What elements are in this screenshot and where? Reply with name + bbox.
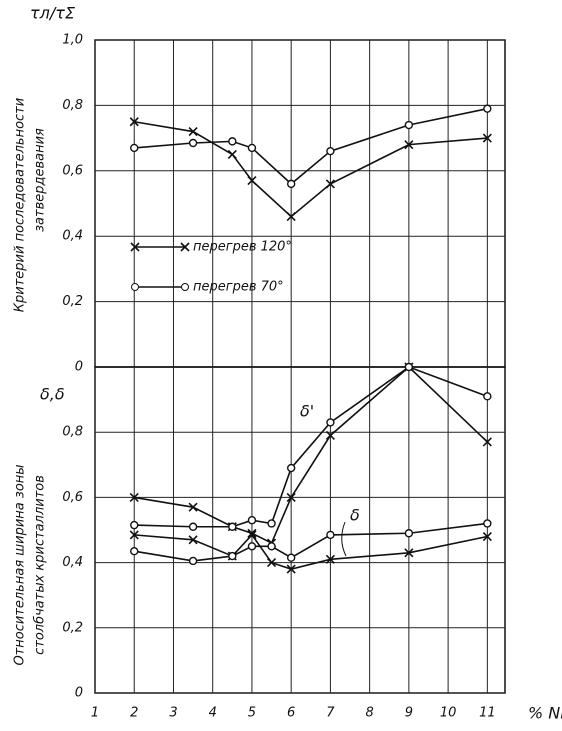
data-point [404,548,414,558]
data-point [247,516,257,525]
data-point [325,430,335,441]
legend-marker [130,242,140,252]
y-tick-label: 0,8 [62,425,83,440]
data-point [267,519,276,528]
x-tick-label: 7 [326,706,335,721]
data-point [325,179,335,189]
data-point [247,143,257,153]
y-tick-label: 0,8 [62,98,83,113]
data-point [129,492,139,502]
y-tick-label: 0,6 [62,163,83,178]
data-point [404,529,414,538]
data-point [404,120,414,130]
data-point [188,126,198,137]
x-tick-label: 4 [209,706,217,721]
data-point [188,522,198,531]
data-point [188,138,198,148]
data-point [483,104,492,113]
data-point [286,553,296,562]
y-axis-label: столбчатых кристаллитов [33,475,48,655]
data-point [286,212,296,222]
y-tick-label: 0,2 [62,294,83,309]
x-axis-label: % Ni [528,704,562,723]
data-point [404,362,414,372]
y-tick-label: 1,0 [62,33,83,48]
series-line [134,522,488,562]
legend-label: перегрев 120° [193,240,292,255]
data-point [482,133,492,143]
x-tick-label: 10 [440,706,457,721]
series-line [134,120,488,218]
series-line [134,365,488,545]
legend-marker [181,283,189,291]
data-point [247,542,257,551]
data-point [129,117,139,127]
data-point [188,535,198,545]
y-tick-label: 0 [75,360,83,375]
plot-frame [94,39,506,368]
data-point [286,463,296,473]
annotation: δ [350,506,360,525]
series-line [134,107,488,185]
data-point [286,492,296,502]
x-tick-label: 2 [130,706,138,721]
data-point [483,519,492,528]
data-point [286,564,296,574]
data-point [286,179,296,189]
series-line [134,533,488,570]
data-point [130,520,139,530]
data-point [129,530,139,540]
legend-marker [131,283,139,291]
y-tick-label: 0 [75,686,83,701]
y-tick-label: 0,6 [62,490,83,505]
legend-label: перегрев 70° [193,280,284,295]
data-point [266,558,277,568]
annotation: δ' [300,402,314,421]
data-point [325,554,335,564]
y-symbol: τл/τΣ [30,4,76,23]
data-point [228,137,237,146]
x-tick-label: 3 [169,706,177,721]
data-point [188,556,198,566]
data-point [130,143,139,153]
data-point [267,542,276,551]
x-tick-label: 8 [366,706,374,721]
data-point [483,392,492,401]
annotation-pointer [341,521,347,557]
data-point [228,551,237,561]
y-tick-label: 0,4 [62,229,83,244]
data-point [482,531,492,542]
y-axis-label: Критерий последовательности [13,98,28,312]
data-point [404,140,414,150]
y-symbol: δ,δ [40,385,65,404]
y-axis-label: затвердевания [33,128,48,232]
data-point [247,176,257,186]
data-point [188,502,198,512]
data-point [482,437,492,447]
x-tick-label: 6 [287,706,295,721]
y-tick-label: 0,4 [62,555,83,570]
x-tick-label: 9 [405,706,413,721]
data-point [247,528,257,538]
x-tick-label: 11 [479,706,496,721]
data-point [228,522,237,531]
data-point [130,546,139,556]
x-tick-label: 1 [91,706,99,721]
data-point [227,149,237,160]
data-point [247,530,257,540]
data-point [326,530,335,540]
data-point [326,146,335,156]
y-axis-label: Относительная ширина зоны [13,464,28,665]
data-point [326,418,335,427]
legend-marker [180,242,190,252]
y-tick-label: 0,2 [62,620,83,635]
x-tick-label: 5 [248,706,256,721]
